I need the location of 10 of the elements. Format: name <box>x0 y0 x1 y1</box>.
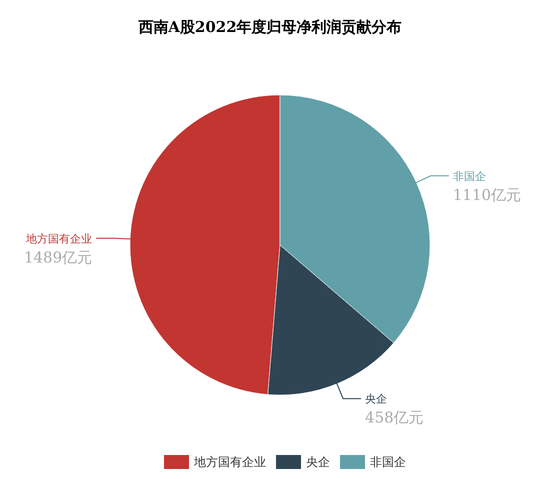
data-label: 458亿元 <box>365 408 424 427</box>
slice-label: 非国企 <box>452 170 486 183</box>
slice-label: 地方国有企业 <box>25 232 92 246</box>
data-label: 1489亿元 <box>24 248 92 266</box>
legend-label: 地方国有企业 <box>193 455 266 469</box>
chart-title: 西南A股2022年度归母净利润贡献分布 <box>137 18 402 36</box>
slice-label: 央企 <box>365 392 388 406</box>
legend-label: 央企 <box>306 455 330 469</box>
data-label: 1110亿元 <box>452 186 522 204</box>
legend-label: 非国企 <box>370 455 406 469</box>
